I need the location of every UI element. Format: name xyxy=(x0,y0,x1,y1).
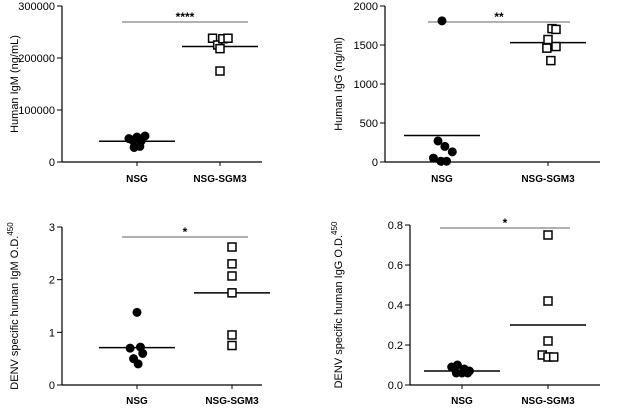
data-point-filled xyxy=(447,147,457,157)
data-point-open xyxy=(542,43,552,53)
y-tick-label: 0.0 xyxy=(388,380,403,392)
chart-panel-3: 0 1 2 3 NSG NSG-SGM3 DENV specific human IgM O… xyxy=(6,222,270,407)
y-axis-label: Human IgG (ng/ml) xyxy=(333,37,345,131)
y-tick-label: 200000 xyxy=(18,53,55,65)
x-category-label: NSG xyxy=(126,174,148,185)
data-point-open xyxy=(546,55,556,66)
y-axis-label: DENV specific human IgG O.D.450 xyxy=(330,221,345,388)
data-point-open xyxy=(227,288,237,298)
data-point-filled xyxy=(135,141,145,151)
significance-label: * xyxy=(503,216,508,230)
x-category-label: NSG xyxy=(431,174,453,185)
data-point-filled xyxy=(138,348,148,358)
data-point-open xyxy=(227,259,237,269)
y-tick-label: 0 xyxy=(49,380,55,392)
significance-label: * xyxy=(183,225,188,239)
significance-label: **** xyxy=(176,10,195,24)
data-point-filled xyxy=(428,153,438,163)
y-tick-label: 2 xyxy=(49,275,55,287)
data-point-open xyxy=(548,352,559,362)
chart-panel-4: 0.0 0.2 0.4 0.6 0.8 NSG NSG-SGM3 DENV specific … xyxy=(330,216,600,407)
y-axis-label-superscript: 450 xyxy=(330,221,339,235)
data-point-open xyxy=(207,33,218,43)
y-tick-label: 300000 xyxy=(18,1,55,13)
data-point-filled xyxy=(442,156,452,166)
data-point-open xyxy=(227,330,237,340)
y-tick-label: 1000 xyxy=(354,79,378,91)
y-tick-label: 1 xyxy=(49,327,55,339)
data-point-open xyxy=(215,66,225,76)
x-category-label: NSG-SGM3 xyxy=(521,174,575,185)
y-tick-label: 0.2 xyxy=(388,340,403,352)
data-point-open xyxy=(227,242,237,252)
data-point-open xyxy=(227,271,237,281)
y-tick-label: 0 xyxy=(49,157,55,169)
chart-panel-1: 0 100000 200000 300000 NSG NSG-SGM3 Human IgM … xyxy=(9,1,262,185)
y-tick-label: 500 xyxy=(360,118,378,130)
data-point-filled xyxy=(451,368,461,378)
y-tick-label: 2000 xyxy=(354,1,378,13)
data-point-filled xyxy=(440,141,450,151)
y-axis-label: DENV specific human IgM O.D.450 xyxy=(6,222,21,390)
y-tick-label: 0.6 xyxy=(388,260,403,272)
data-point-filled xyxy=(463,368,473,378)
y-tick-label: 1500 xyxy=(354,40,378,52)
data-point-open xyxy=(215,43,225,54)
y-tick-label: 100000 xyxy=(18,105,55,117)
data-point-filled xyxy=(433,136,443,146)
data-point-filled xyxy=(132,307,142,317)
data-point-open xyxy=(543,336,553,346)
significance-label: ** xyxy=(494,10,504,24)
x-category-label: NSG-SGM3 xyxy=(193,174,247,185)
data-point-open xyxy=(227,340,237,351)
data-point-open xyxy=(543,230,553,240)
x-category-label: NSG-SGM3 xyxy=(521,396,575,407)
x-category-label: NSG xyxy=(451,396,473,407)
data-point-filled xyxy=(125,343,135,353)
x-category-label: NSG xyxy=(126,396,148,407)
data-point-filled xyxy=(140,131,150,141)
chart-panel-2: 0 500 1000 1500 2000 NSG NSG-SGM3 Human IgG (ng… xyxy=(333,1,600,185)
data-point-open xyxy=(551,24,561,35)
x-category-label: NSG-SGM3 xyxy=(205,396,259,407)
data-point-filled xyxy=(133,359,143,369)
data-point-filled xyxy=(437,16,447,26)
data-point-open xyxy=(543,34,553,45)
y-axis-label: Human IgM (ng/mL) xyxy=(9,35,21,133)
y-axis-label-superscript: 450 xyxy=(6,222,15,236)
data-point-open xyxy=(551,41,561,52)
y-tick-label: 0 xyxy=(372,157,378,169)
data-point-open xyxy=(223,33,233,43)
y-tick-label: 0.8 xyxy=(388,220,403,232)
y-tick-label: 3 xyxy=(49,222,55,234)
data-point-open xyxy=(543,296,553,306)
y-tick-label: 0.4 xyxy=(388,300,403,312)
